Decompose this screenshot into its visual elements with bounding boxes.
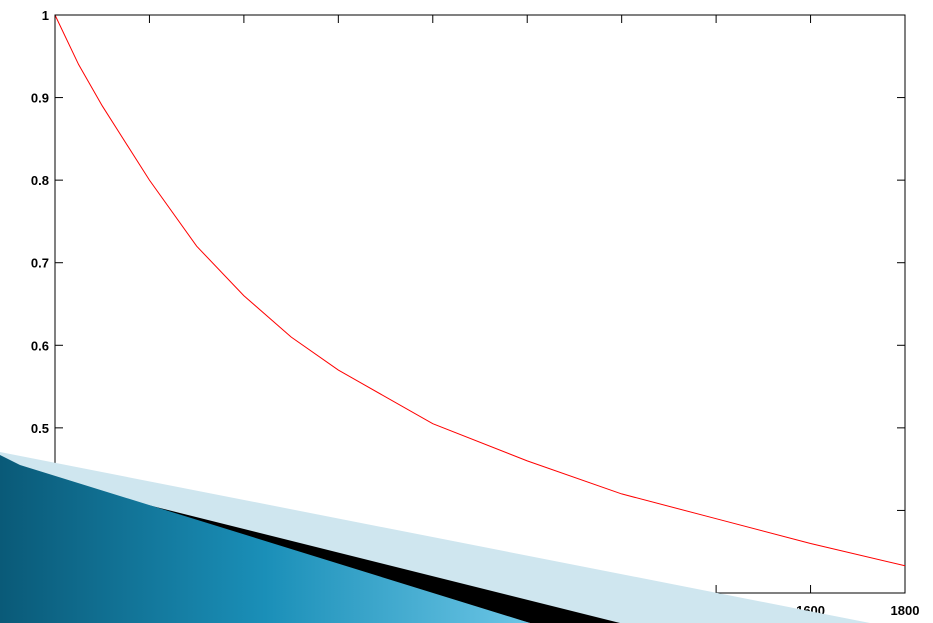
y-tick-label: 0.8 [31, 173, 49, 188]
teal-band [0, 455, 530, 623]
y-tick-label: 1 [42, 8, 49, 23]
y-tick-label: 0.7 [31, 256, 49, 271]
y-tick-label: 0.9 [31, 91, 49, 106]
line-series [54, 14, 906, 567]
y-tick-label: 0.5 [31, 421, 49, 436]
y-tick-label: 0.6 [31, 338, 49, 353]
x-tick-label: 1800 [891, 603, 920, 618]
decoration [0, 452, 870, 623]
plot-area [54, 14, 906, 567]
